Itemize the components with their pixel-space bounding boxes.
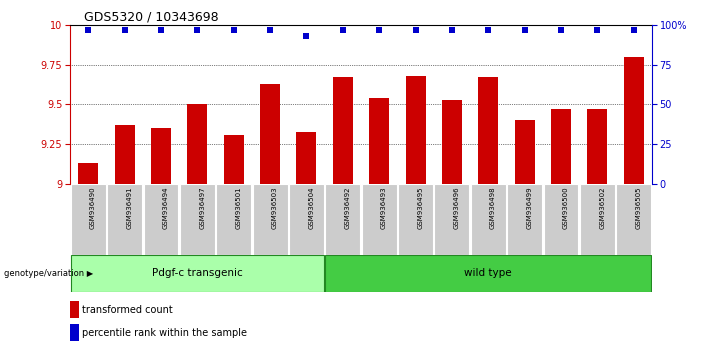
Point [264, 27, 275, 32]
Point [519, 27, 530, 32]
Bar [71, 255, 324, 292]
Bar [217, 184, 251, 255]
Bar [551, 109, 571, 184]
Text: Pdgf-c transgenic: Pdgf-c transgenic [152, 268, 243, 279]
Text: GSM936491: GSM936491 [126, 186, 132, 229]
Bar [616, 184, 651, 255]
Text: GSM936503: GSM936503 [272, 186, 278, 229]
Bar [224, 135, 244, 184]
Point [628, 27, 639, 32]
Bar [624, 57, 644, 184]
Point [228, 27, 239, 32]
Bar [369, 98, 389, 184]
Text: GSM936494: GSM936494 [163, 186, 169, 229]
Text: GSM936498: GSM936498 [490, 186, 496, 229]
Point [192, 27, 203, 32]
Bar [442, 100, 462, 184]
Bar [180, 184, 215, 255]
Point [483, 27, 494, 32]
Point [374, 27, 385, 32]
Bar [70, 324, 79, 341]
Bar [70, 301, 79, 318]
Bar [115, 125, 135, 184]
Point [592, 27, 603, 32]
Text: GSM936505: GSM936505 [636, 186, 641, 229]
Text: GDS5320 / 10343698: GDS5320 / 10343698 [84, 11, 219, 24]
Bar [252, 184, 287, 255]
Bar [435, 184, 470, 255]
Point [301, 33, 312, 39]
Bar [333, 77, 353, 184]
Bar [187, 104, 207, 184]
Point [447, 27, 458, 32]
Text: GSM936492: GSM936492 [345, 186, 350, 229]
Bar [398, 184, 433, 255]
Text: GSM936501: GSM936501 [236, 186, 242, 229]
Text: genotype/variation ▶: genotype/variation ▶ [4, 269, 93, 278]
Text: GSM936500: GSM936500 [563, 186, 569, 229]
Bar [362, 184, 397, 255]
Bar [71, 184, 106, 255]
Point [555, 27, 566, 32]
Point [83, 27, 94, 32]
Bar [471, 184, 505, 255]
Bar [260, 84, 280, 184]
Bar [325, 184, 360, 255]
Text: GSM936504: GSM936504 [308, 186, 314, 229]
Bar [587, 109, 607, 184]
Text: percentile rank within the sample: percentile rank within the sample [83, 328, 247, 338]
Text: GSM936490: GSM936490 [90, 186, 96, 229]
Text: GSM936496: GSM936496 [454, 186, 460, 229]
Point [156, 27, 167, 32]
Bar [144, 184, 179, 255]
Bar [151, 128, 171, 184]
Text: wild type: wild type [465, 268, 512, 279]
Text: GSM936493: GSM936493 [381, 186, 387, 229]
Bar [580, 184, 615, 255]
Text: GSM936495: GSM936495 [417, 186, 423, 229]
Bar [79, 163, 98, 184]
Bar [297, 131, 316, 184]
Bar [107, 184, 142, 255]
Text: GSM936502: GSM936502 [599, 186, 605, 229]
Point [337, 27, 348, 32]
Bar [515, 120, 535, 184]
Point [410, 27, 421, 32]
Text: transformed count: transformed count [83, 305, 173, 315]
Text: GSM936499: GSM936499 [526, 186, 533, 229]
Point [119, 27, 130, 32]
Bar [543, 184, 578, 255]
Bar [289, 184, 324, 255]
Bar [406, 76, 426, 184]
Bar [478, 77, 498, 184]
Bar [508, 184, 542, 255]
Text: GSM936497: GSM936497 [199, 186, 205, 229]
Bar [325, 255, 651, 292]
